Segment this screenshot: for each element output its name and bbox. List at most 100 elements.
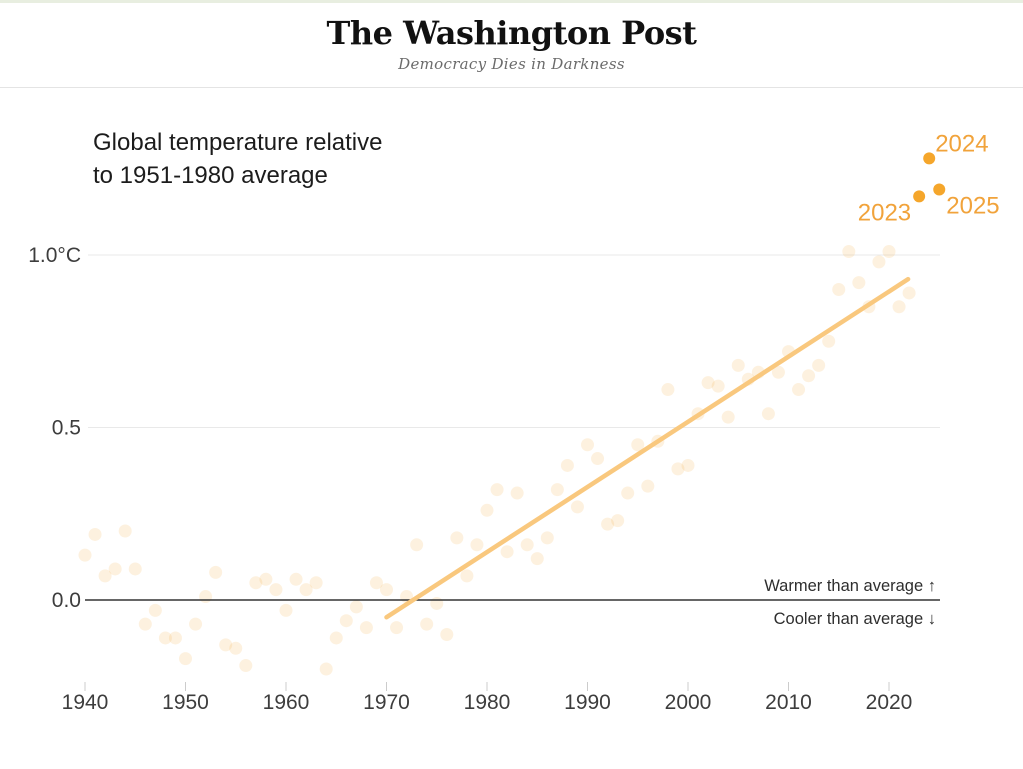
y-axis-label-0.0: 0.0 [52, 589, 81, 612]
data-point-1961 [289, 572, 303, 586]
data-point-1980 [480, 503, 494, 517]
masthead-logo: The Washington Post [326, 14, 697, 52]
highlight-label-2025: 2025 [946, 192, 999, 219]
x-axis-label-1990: 1990 [564, 691, 611, 714]
data-point-2016 [842, 245, 856, 259]
data-point-1982 [500, 545, 514, 559]
data-point-1964 [319, 662, 333, 676]
data-point-2013 [812, 358, 826, 372]
data-point-1971 [390, 621, 404, 635]
data-point-1949 [168, 631, 182, 645]
data-point-1978 [460, 569, 474, 583]
x-axis-label-2010: 2010 [765, 691, 812, 714]
data-point-1958 [259, 572, 273, 586]
data-point-1984 [520, 538, 534, 552]
data-point-1989 [570, 500, 584, 514]
data-point-1992 [601, 517, 615, 531]
data-point-1968 [359, 621, 373, 635]
data-point-2012 [802, 369, 816, 383]
data-point-2000 [681, 458, 695, 472]
data-point-2004 [721, 410, 735, 424]
warmer-annotation: Warmer than average ↑ [764, 577, 936, 595]
data-point-2003 [711, 379, 725, 393]
x-axis-label-2000: 2000 [665, 691, 712, 714]
data-point-1988 [560, 458, 574, 472]
header-divider [0, 87, 1023, 88]
data-point-1954 [219, 638, 233, 652]
data-point-1947 [148, 603, 162, 617]
y-axis-label-1.0°C: 1.0°C [28, 244, 81, 267]
data-point-1943 [108, 562, 122, 576]
y-axis-label-0.5: 0.5 [52, 417, 81, 440]
cooler-annotation: Cooler than average ↓ [774, 610, 936, 628]
top-strip [0, 0, 1023, 3]
chart-title: Global temperature relative to 1951-1980… [93, 126, 382, 192]
data-point-1944 [118, 524, 132, 538]
data-point-2015 [832, 283, 846, 296]
data-point-1940 [78, 548, 92, 562]
x-axis-label-2020: 2020 [866, 691, 913, 714]
data-point-1953 [209, 565, 223, 579]
chart-title-line1: Global temperature relative [93, 129, 383, 156]
data-point-1977 [450, 531, 464, 545]
highlight-point-2024 [923, 152, 936, 165]
highlight-label-2023: 2023 [858, 199, 911, 226]
data-point-1956 [239, 659, 253, 673]
data-point-2020 [882, 245, 896, 259]
data-point-1979 [470, 538, 484, 552]
x-axis-label-1970: 1970 [363, 691, 410, 714]
data-point-1967 [349, 600, 363, 614]
masthead-tagline: Democracy Dies in Darkness [398, 55, 625, 73]
data-point-1999 [671, 462, 685, 476]
x-axis-label-1940: 1940 [62, 691, 109, 714]
data-point-1985 [530, 552, 544, 566]
data-point-1955 [229, 641, 243, 655]
data-point-1969 [369, 576, 383, 590]
data-point-1975 [430, 596, 444, 610]
data-point-1981 [490, 483, 504, 497]
data-point-2021 [892, 300, 906, 314]
data-point-1951 [189, 617, 203, 631]
data-point-2009 [771, 365, 785, 379]
data-point-1959 [269, 583, 283, 597]
data-point-2019 [872, 255, 886, 269]
data-point-1962 [299, 583, 313, 597]
data-point-1942 [98, 569, 112, 583]
data-point-1976 [440, 628, 454, 641]
data-point-1950 [179, 652, 192, 666]
data-point-1990 [581, 438, 594, 452]
data-point-2017 [852, 276, 866, 290]
data-point-1970 [380, 583, 393, 597]
data-point-1986 [540, 531, 554, 545]
x-axis-label-1950: 1950 [162, 691, 209, 714]
data-point-1966 [339, 614, 353, 628]
trend-line [384, 276, 911, 620]
data-point-1973 [410, 538, 424, 552]
chart-title-line2: to 1951-1980 average [93, 162, 328, 189]
data-point-1991 [591, 452, 605, 466]
data-point-2011 [792, 383, 806, 397]
data-point-1998 [661, 383, 675, 397]
data-point-1987 [550, 483, 564, 497]
data-point-1941 [88, 527, 102, 541]
data-point-1945 [128, 562, 142, 576]
data-point-2005 [731, 358, 745, 372]
data-point-1994 [621, 486, 635, 500]
data-point-1948 [158, 631, 172, 645]
data-point-2002 [701, 376, 715, 390]
data-point-1957 [249, 576, 263, 590]
data-point-2022 [902, 286, 916, 300]
data-point-1965 [329, 631, 343, 645]
data-point-1960 [279, 603, 293, 617]
data-point-1993 [611, 514, 625, 528]
data-point-1995 [631, 438, 645, 452]
data-point-1983 [510, 486, 524, 500]
data-point-1946 [138, 617, 152, 631]
data-point-1996 [641, 479, 655, 493]
x-axis-label-1980: 1980 [464, 691, 511, 714]
data-point-2014 [822, 334, 836, 348]
highlight-point-2025 [933, 183, 946, 196]
data-point-1952 [199, 590, 213, 604]
